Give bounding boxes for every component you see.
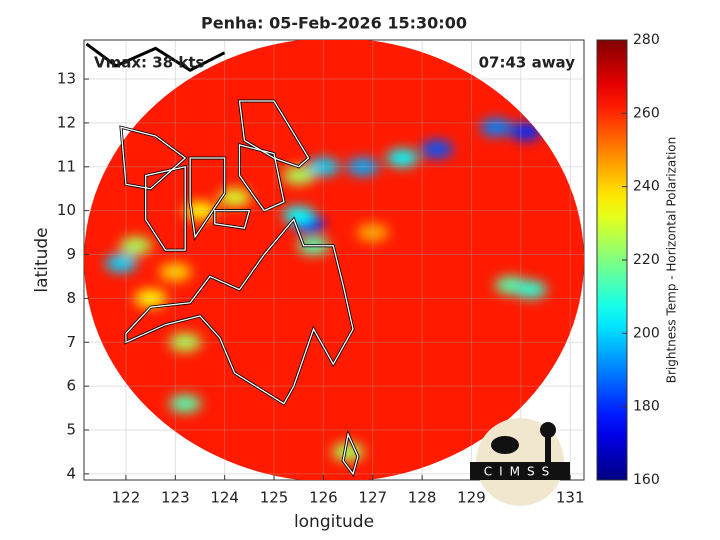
grid: 1221231241251261271281291301314567891011… [57, 40, 585, 507]
cell [307, 157, 340, 176]
logo-text: CIMSS [484, 465, 557, 479]
x-tick-label: 129 [457, 489, 486, 507]
cell [159, 263, 192, 282]
cell [119, 236, 152, 255]
colorbar-label: Brightness Temp - Horizontal Polarizatio… [665, 137, 679, 384]
colorbar-tick-label: 220 [633, 252, 660, 268]
x-tick-label: 122 [112, 489, 141, 507]
cell [105, 254, 138, 273]
x-tick-label: 124 [210, 489, 239, 507]
cell [134, 289, 167, 308]
cell [346, 157, 379, 176]
cell [514, 280, 547, 299]
y-tick-label: 5 [66, 420, 76, 438]
y-tick-label: 9 [66, 245, 76, 263]
chart-title: Penha: 05-Feb-2026 15:30:00 [201, 14, 467, 33]
x-tick-label: 123 [161, 489, 190, 507]
colorbar-tick-label: 160 [633, 472, 660, 488]
cell [509, 122, 542, 141]
y-tick-label: 4 [66, 464, 76, 482]
x-tick-label: 126 [309, 489, 338, 507]
colorbar-tick-label: 180 [633, 399, 660, 415]
y-axis-label: latitude [32, 227, 52, 292]
y-tick-label: 10 [57, 201, 76, 219]
y-tick-label: 13 [57, 70, 76, 88]
x-tick-label: 128 [408, 489, 437, 507]
cell [332, 442, 365, 461]
heatmap [84, 40, 584, 480]
cell [282, 206, 315, 225]
background-field [84, 40, 584, 480]
cell [218, 188, 251, 207]
cells [105, 118, 547, 461]
cell [386, 149, 419, 168]
y-tick-label: 8 [66, 289, 76, 307]
cell [169, 394, 202, 413]
cell [420, 140, 453, 159]
colorbar-tick-label: 200 [633, 325, 660, 341]
x-axis-label: longitude [294, 512, 374, 532]
y-tick-label: 11 [57, 157, 76, 175]
logo: CIMSS [470, 418, 570, 506]
cell [356, 223, 389, 242]
coastlines [86, 44, 357, 474]
cell [480, 118, 513, 137]
colorbar-tick-label: 260 [633, 105, 660, 121]
annotation: 07:43 away [479, 54, 576, 72]
y-tick-label: 7 [66, 333, 76, 351]
cell [169, 333, 202, 352]
colorbar-tick-label: 280 [633, 32, 660, 48]
y-tick-label: 6 [66, 377, 76, 395]
y-tick-label: 12 [57, 113, 76, 131]
colorbar-tick-label: 240 [633, 179, 660, 195]
swath [84, 40, 584, 480]
x-tick-label: 125 [260, 489, 289, 507]
x-tick-label: 131 [556, 489, 585, 507]
cell [282, 166, 315, 185]
annotation: Vmax: 38 kts [94, 54, 204, 72]
x-tick-label: 127 [358, 489, 387, 507]
